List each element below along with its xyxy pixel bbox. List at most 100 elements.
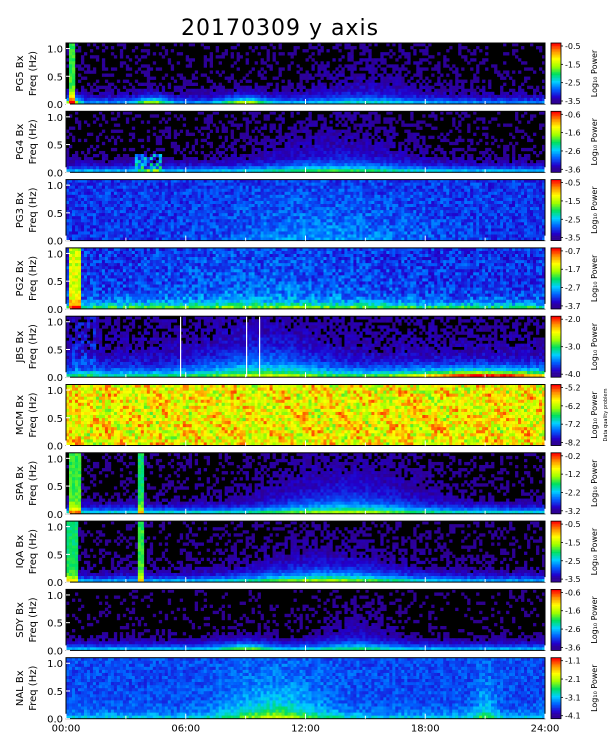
spectrogram-cell (317, 142, 320, 145)
spectrogram-cell (398, 201, 401, 204)
spectrogram-cell (416, 98, 419, 101)
spectrogram-cell (267, 198, 270, 201)
spectrogram-cell (407, 195, 410, 198)
spectrogram-cell (536, 189, 539, 192)
spectrogram-cell (258, 186, 261, 189)
spectrogram-cell (297, 186, 300, 189)
spectrogram-cell (102, 154, 105, 157)
spectrogram-cell (207, 204, 210, 207)
spectrogram-cell (347, 114, 350, 117)
spectrogram-cell (84, 163, 87, 166)
spectrogram-cell (491, 204, 494, 207)
spectrogram-cell (422, 195, 425, 198)
spectrogram-cell (329, 77, 332, 80)
spectrogram-cell (362, 192, 365, 195)
spectrogram-cell (458, 86, 461, 89)
spectrogram-cell (156, 160, 159, 163)
spectrogram-cell (395, 198, 398, 201)
spectrogram-cell (177, 180, 180, 183)
spectrogram-cell (201, 180, 204, 183)
spectrogram-cell (300, 198, 303, 201)
spectrogram-cell (234, 180, 237, 183)
spectrogram-cell (371, 92, 374, 95)
spectrogram-cell (87, 183, 90, 186)
spectrogram-cell (258, 151, 261, 154)
spectrogram-cell (291, 148, 294, 151)
spectrogram-cell (500, 89, 503, 92)
spectrogram-cell (434, 127, 437, 130)
spectrogram-cell (69, 83, 72, 86)
spectrogram-cell (332, 154, 335, 157)
spectrogram-cell (434, 67, 437, 70)
spectrogram-cell (365, 154, 368, 157)
spectrogram-cell (291, 130, 294, 133)
spectrogram-cell (329, 148, 332, 151)
spectrogram-cell (392, 92, 395, 95)
spectrogram-cell (267, 166, 270, 169)
spectrogram-cell (317, 154, 320, 157)
spectrogram-cell (114, 157, 117, 160)
spectrogram-cell (344, 157, 347, 160)
spectrogram-cell (102, 204, 105, 207)
spectrogram-cell (249, 192, 252, 195)
spectrogram-cell (186, 163, 189, 166)
spectrogram-cell (111, 204, 114, 207)
spectrogram-cell (195, 83, 198, 86)
spectrogram-cell (141, 98, 144, 101)
spectrogram-cell (491, 195, 494, 198)
spectrogram-cell (72, 49, 75, 52)
spectrogram-cell (231, 114, 234, 117)
spectrogram-cell (311, 77, 314, 80)
spectrogram-cell (470, 192, 473, 195)
spectrogram-cell (350, 55, 353, 58)
spectrogram-cell (341, 151, 344, 154)
spectrogram-cell (524, 160, 527, 163)
spectrogram-cell (380, 139, 383, 142)
spectrogram-cell (111, 136, 114, 139)
spectrogram-cell (515, 49, 518, 52)
spectrogram-cell (123, 189, 126, 192)
spectrogram-cell (273, 52, 276, 55)
spectrogram-cell (452, 166, 455, 169)
spectrogram-cell (210, 201, 213, 204)
spectrogram-cell (291, 142, 294, 145)
spectrogram-cell (467, 145, 470, 148)
spectrogram-cell (147, 195, 150, 198)
spectrogram-cell (401, 192, 404, 195)
spectrogram-cell (213, 195, 216, 198)
spectrogram-cell (198, 92, 201, 95)
spectrogram-cell (320, 136, 323, 139)
spectrogram-cell (473, 201, 476, 204)
spectrogram-cell (267, 183, 270, 186)
spectrogram-cell (213, 183, 216, 186)
spectrogram-cell (147, 130, 150, 133)
spectrogram-cell (431, 67, 434, 70)
spectrogram-cell (506, 95, 509, 98)
spectrogram-cell (84, 95, 87, 98)
spectrogram-cell (335, 136, 338, 139)
spectrogram-cell (177, 160, 180, 163)
spectrogram-cell (108, 186, 111, 189)
spectrogram-cell (129, 148, 132, 151)
spectrogram-cell (356, 142, 359, 145)
spectrogram-cell (177, 186, 180, 189)
spectrogram-cell (461, 204, 464, 207)
spectrogram-cell (162, 148, 165, 151)
spectrogram-cell (365, 145, 368, 148)
spectrogram-cell (99, 86, 102, 89)
spectrogram-cell (192, 204, 195, 207)
spectrogram-cell (371, 201, 374, 204)
spectrogram-cell (300, 195, 303, 198)
spectrogram-cell (362, 46, 365, 49)
spectrogram-cell (473, 183, 476, 186)
spectrogram-cell (497, 98, 500, 101)
spectrogram-cell (365, 83, 368, 86)
spectrogram-cell (347, 111, 350, 114)
spectrogram-cell (527, 166, 530, 169)
spectrogram-cell (204, 204, 207, 207)
spectrogram-cell (422, 198, 425, 201)
spectrogram-cell (338, 139, 341, 142)
spectrogram-cell (368, 80, 371, 83)
spectrogram-cell (240, 98, 243, 101)
spectrogram-cell (470, 157, 473, 160)
